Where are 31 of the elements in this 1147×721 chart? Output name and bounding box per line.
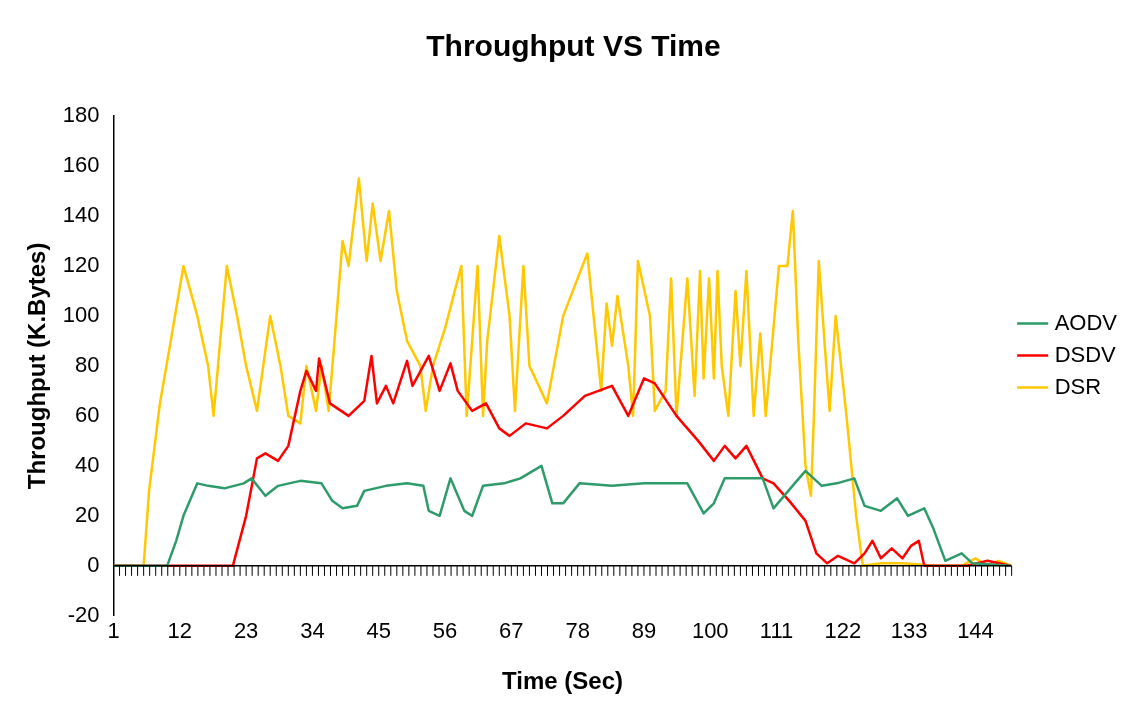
x-tick-label: 100: [691, 618, 729, 644]
y-tick-label: 80: [75, 351, 100, 377]
y-tick-label: 180: [62, 102, 100, 128]
x-axis-title: Time (Sec): [502, 667, 624, 695]
chart-title: Throughput VS Time: [426, 29, 721, 63]
y-tick-label: 160: [62, 152, 100, 178]
x-tick-label: 133: [890, 618, 928, 644]
y-tick-label: 120: [62, 252, 100, 277]
x-tick-label: 1: [107, 618, 120, 644]
y-tick-label: 0: [87, 551, 100, 577]
y-tick-label: 40: [75, 451, 100, 477]
x-tick-label: 56: [432, 618, 458, 644]
legend-label: AODV: [1054, 309, 1118, 335]
x-tick-label: 144: [957, 618, 994, 644]
legend-label: DSDV: [1054, 341, 1117, 367]
y-tick-label: -20: [67, 601, 100, 627]
x-tick-label: 122: [824, 618, 862, 644]
y-axis-title: Throughput (K.Bytes): [23, 242, 51, 490]
x-tick-label: 23: [233, 618, 259, 644]
x-tick-label: 111: [759, 618, 794, 644]
y-tick-label: 140: [62, 202, 100, 228]
y-tick-label: 60: [75, 401, 100, 427]
x-tick-label: 12: [167, 618, 193, 644]
legend-label: DSR: [1054, 373, 1102, 399]
x-tick-label: 78: [565, 618, 590, 644]
y-tick-label: 20: [75, 501, 100, 527]
y-tick-label: 100: [62, 301, 100, 327]
x-tick-label: 67: [499, 618, 524, 644]
x-tick-label: 89: [631, 618, 657, 644]
x-tick-label: 34: [300, 618, 325, 644]
x-tick-label: 45: [366, 618, 391, 644]
